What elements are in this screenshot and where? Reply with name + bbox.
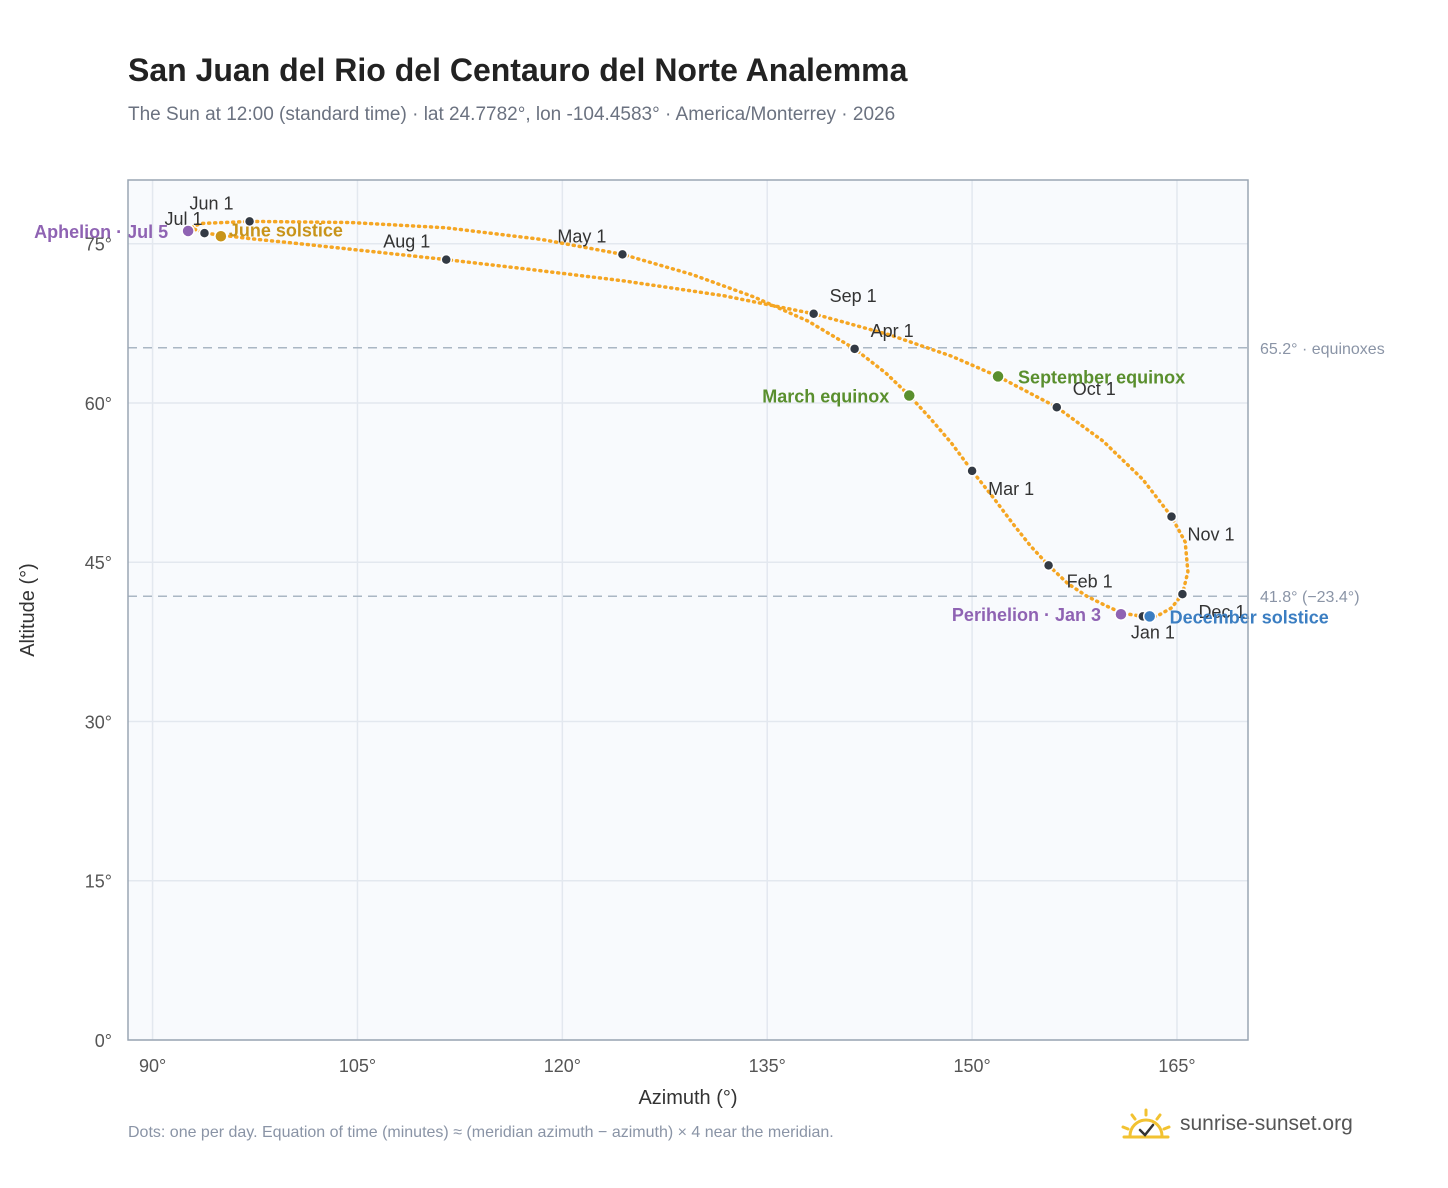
y-tick-label: 15° — [85, 872, 112, 892]
month-marker-label: Sep 1 — [830, 286, 877, 306]
month-marker — [848, 343, 861, 355]
event-marker — [214, 229, 228, 244]
month-marker — [966, 465, 978, 477]
month-marker-label: Oct 1 — [1073, 379, 1116, 399]
brand-text[interactable]: sunrise-sunset.org — [1180, 1112, 1353, 1135]
plot-frame — [127, 179, 1249, 1041]
month-marker-label: May 1 — [557, 226, 606, 246]
month-marker — [1176, 588, 1189, 600]
event-label: Aphelion · Jul 5 — [34, 222, 168, 242]
event-marker — [991, 369, 1005, 384]
x-axis-label: Azimuth (°) — [638, 1087, 737, 1109]
x-tick-label: 165° — [1158, 1056, 1195, 1076]
event-label: March equinox — [762, 387, 889, 407]
y-tick-label: 45° — [85, 553, 112, 573]
y-tick-label: 75° — [85, 235, 112, 255]
y-tick-label: 30° — [85, 712, 112, 732]
event-marker — [902, 388, 917, 403]
month-marker-label: Dec 1 — [1198, 602, 1245, 622]
month-marker — [1042, 559, 1055, 572]
event-marker — [1114, 607, 1128, 621]
x-tick-label: 120° — [544, 1056, 581, 1076]
event-marker — [1142, 609, 1157, 624]
chart-subtitle: The Sun at 12:00 (standard time) · lat 2… — [128, 104, 896, 125]
month-marker-label: Jul 1 — [164, 209, 202, 229]
x-tick-label: 105° — [339, 1056, 376, 1076]
month-marker — [440, 253, 452, 266]
month-marker-label: Jan 1 — [1131, 622, 1175, 642]
y-tick-label: 60° — [85, 394, 112, 414]
y-tick-label: 0° — [95, 1031, 112, 1051]
analemma-daily-dots — [189, 219, 1190, 619]
event-label: September equinox — [1018, 367, 1185, 387]
plot-area — [128, 180, 1248, 1040]
reference-lines: 65.2° · equinoxes 41.8° (−23.4°) — [128, 341, 1385, 606]
month-marker — [807, 308, 820, 320]
x-tick-label: 150° — [953, 1056, 990, 1076]
event-marker — [181, 224, 195, 238]
month-marker-label: Aug 1 — [383, 232, 430, 252]
month-marker — [243, 215, 256, 228]
month-marker-label: Feb 1 — [1067, 571, 1113, 591]
footer-note: Dots: one per day. Equation of time (min… — [128, 1124, 834, 1141]
month-marker — [616, 248, 629, 261]
month-marker-label: Jun 1 — [190, 193, 234, 213]
month-marker-label: Nov 1 — [1188, 525, 1235, 545]
axes: 90° 105° 120° 135° 150° 165° 0° 15° 30° 45° 60° 75° — [85, 235, 1196, 1076]
chart-title: San Juan del Rio del Centauro del Norte … — [128, 52, 908, 88]
x-tick-label: 90° — [139, 1056, 166, 1076]
analemma-curve — [189, 219, 1190, 619]
x-tick-label: 135° — [749, 1056, 786, 1076]
event-markers: March equinox September equinox June solst… — [34, 220, 1329, 627]
y-axis-label: Altitude (°) — [17, 563, 39, 657]
month-marker — [1165, 510, 1178, 523]
month-marker-label: Apr 1 — [871, 321, 914, 341]
event-label: June solstice — [229, 220, 343, 240]
month-marker — [198, 227, 211, 239]
event-label: Perihelion · Jan 3 — [952, 605, 1101, 625]
sun-logo-icon — [1121, 1108, 1171, 1139]
reference-line-label: 41.8° (−23.4°) — [1260, 589, 1360, 606]
event-label: December solstice — [1170, 607, 1329, 627]
brand[interactable]: sunrise-sunset.org — [1120, 1104, 1353, 1144]
month-marker — [1051, 401, 1063, 413]
month-marker-label: Mar 1 — [988, 479, 1034, 499]
reference-line-label: 65.2° · equinoxes — [1260, 341, 1385, 358]
